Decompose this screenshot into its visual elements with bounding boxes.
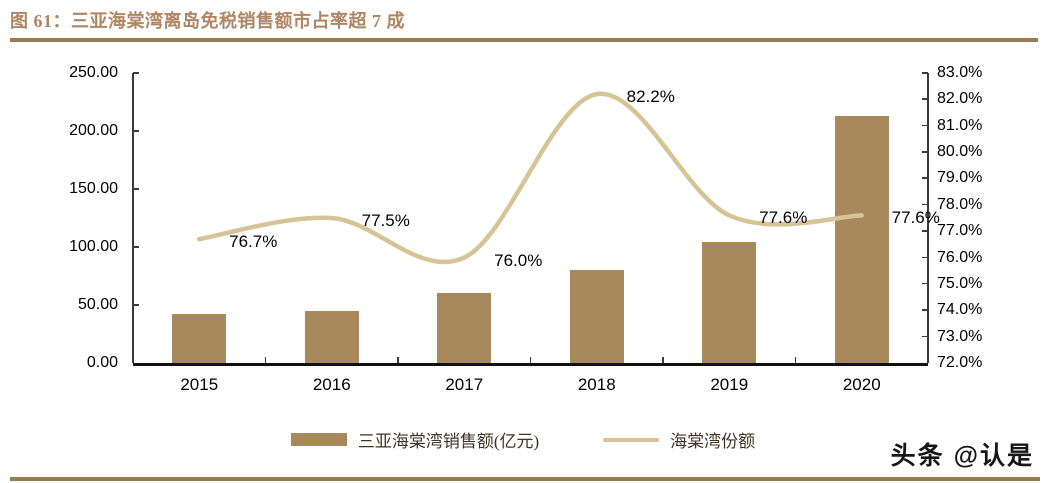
right-axis-tick-label: 79.0% [937, 169, 983, 187]
bar-2017 [437, 293, 492, 363]
line-data-label: 76.0% [494, 250, 543, 270]
line-data-label: 77.6% [891, 208, 940, 228]
left-axis-line [132, 73, 134, 363]
left-axis-tick [133, 72, 139, 74]
right-axis-tick-label: 82.0% [937, 90, 983, 108]
right-axis-tick [922, 230, 928, 232]
right-axis-tick [922, 124, 928, 127]
left-axis-tick [133, 130, 139, 132]
legend-label-sales: 三亚海棠湾销售额(亿元) [357, 432, 540, 451]
bar-2016 [304, 310, 359, 363]
right-axis-tick-label: 75.0% [937, 274, 983, 292]
left-axis-tick-label: 250.00 [69, 64, 118, 81]
bar-2015 [172, 314, 227, 363]
bar-2019 [702, 242, 757, 363]
legend-label-share: 海棠湾份额 [670, 432, 756, 451]
x-axis-tick [927, 357, 929, 363]
left-axis-tick-label: 0.00 [86, 354, 118, 371]
right-axis-tick-label: 72.0% [937, 354, 983, 371]
figure-title: 图 61：三亚海棠湾离岛免税销售额市占率超 7 成 [10, 11, 405, 31]
x-axis-tick [132, 357, 134, 363]
watermark: 头条 @认是 [890, 442, 1034, 470]
right-axis-tick [922, 72, 928, 74]
right-axis-tick-label: 76.0% [937, 248, 983, 266]
line-data-label: 77.6% [759, 208, 808, 228]
left-axis-tick-label: 50.00 [77, 296, 118, 313]
left-axis-tick [133, 188, 139, 190]
line-data-label: 82.2% [626, 87, 675, 107]
right-axis-tick-label: 74.0% [937, 301, 983, 319]
right-axis-tick [922, 203, 928, 206]
x-axis-label: 2018 [577, 375, 616, 394]
chart-legend: 三亚海棠湾销售额(亿元) 海棠湾份额 [0, 427, 1046, 452]
left-axis-tick-label: 150.00 [69, 180, 118, 197]
x-axis-tick [662, 357, 664, 363]
x-axis-label: 2017 [445, 375, 484, 394]
title-divider [10, 38, 1038, 42]
right-axis-tick [922, 177, 928, 179]
x-axis-label: 2015 [180, 375, 219, 394]
legend-item-sales: 三亚海棠湾销售额(亿元) [290, 427, 540, 452]
right-axis-tick-label: 81.0% [937, 116, 983, 134]
x-axis-label: 2019 [710, 375, 749, 394]
x-axis-tick [397, 357, 399, 363]
bottom-divider [10, 477, 1040, 481]
right-axis-tick-label: 77.0% [937, 222, 983, 240]
x-axis-line [133, 363, 928, 366]
right-axis-tick-label: 73.0% [937, 327, 983, 345]
x-axis-label: 2020 [842, 375, 881, 394]
bar-2020 [834, 115, 889, 363]
line-data-label: 76.7% [229, 232, 278, 252]
right-axis-tick [922, 282, 928, 285]
right-axis-tick-label: 83.0% [937, 64, 983, 81]
x-axis-tick [264, 357, 267, 363]
right-axis-tick-label: 80.0% [937, 143, 983, 161]
left-axis-tick-label: 200.00 [69, 122, 118, 139]
legend-bar-swatch-icon [290, 433, 347, 446]
legend-line-swatch-icon [603, 437, 660, 442]
right-axis-line [927, 73, 929, 363]
right-axis-tick-label: 78.0% [937, 195, 983, 213]
share-line-path [197, 91, 864, 265]
bar-2018 [569, 270, 624, 363]
right-axis-tick [922, 256, 928, 259]
left-axis-tick-label: 100.00 [69, 238, 118, 255]
right-axis-tick [922, 151, 928, 153]
left-axis-tick [133, 304, 139, 306]
legend-item-share: 海棠湾份额 [603, 427, 755, 452]
x-axis-tick [529, 357, 532, 363]
x-axis-tick [794, 357, 797, 363]
right-axis-tick [922, 309, 928, 311]
line-data-label: 77.5% [361, 211, 410, 230]
x-axis-label: 2016 [312, 375, 351, 394]
right-axis-tick [922, 335, 928, 338]
left-axis-tick [133, 246, 139, 248]
right-axis-tick [922, 98, 928, 100]
